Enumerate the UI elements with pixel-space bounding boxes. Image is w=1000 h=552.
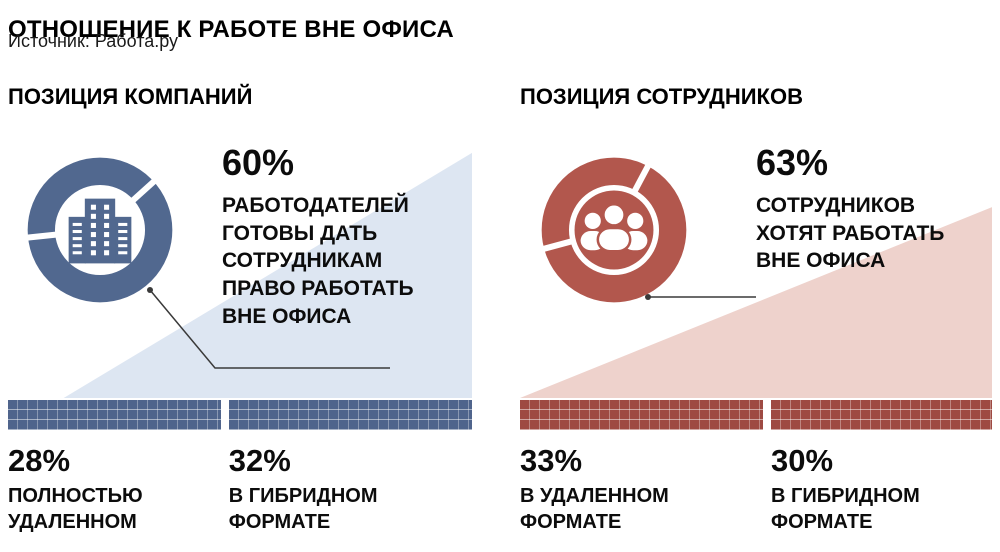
headline-text: РАБОТОДАТЕЛЕЙ ГОТОВЫ ДАТЬ СОТРУДНИКАМ ПР… (222, 194, 414, 328)
people-icon (580, 202, 648, 253)
bar-column-hybrid: 30% В ГИБРИДНОМ ФОРМАТЕ (771, 400, 992, 535)
panel-employees: ПОЗИЦИЯ СОТРУДНИКОВ (520, 78, 992, 552)
bar-label: В УДАЛЕННОМ ФОРМАТЕ (520, 485, 669, 533)
bar-remote (520, 400, 764, 430)
page-title: ОТНОШЕНИЕ К РАБОТЕ ВНЕ ОФИСА (8, 16, 454, 44)
bars-employees: 33% В УДАЛЕННОМ ФОРМАТЕ 30% В ГИБРИДНОМ … (520, 400, 992, 535)
headline-value: 63% (756, 142, 829, 183)
donut-chart-employees (537, 157, 687, 303)
bar-label: ПОЛНОСТЬЮ УДАЛЕННОМ (8, 485, 143, 533)
bar-column-fully-remote: 28% ПОЛНОСТЬЮ УДАЛЕННОМ (8, 400, 221, 535)
bar-hybrid (771, 400, 992, 430)
building-icon (68, 198, 132, 264)
callout-line (645, 294, 756, 300)
bar-value: 33% (520, 443, 583, 478)
bar-column-hybrid: 32% В ГИБРИДНОМ ФОРМАТЕ (228, 400, 472, 535)
callout-line (147, 287, 390, 369)
donut-segment-gaps (537, 159, 654, 254)
chart-area-companies: 60% РАБОТОДАТЕЛЕЙ ГОТОВЫ ДАТЬ СОТРУДНИКА… (8, 140, 472, 398)
bar-value: 28% (8, 443, 71, 478)
headline-employees: 63% СОТРУДНИКОВ ХОТЯТ РАБОТАТЬ ВНЕ ОФИСА (756, 142, 981, 275)
headline-companies: 60% РАБОТОДАТЕЛЕЙ ГОТОВЫ ДАТЬ СОТРУДНИКА… (222, 142, 454, 331)
bar-label: В ГИБРИДНОМ ФОРМАТЕ (771, 485, 920, 533)
panel-companies: ПОЗИЦИЯ КОМПАНИЙ (8, 78, 472, 552)
section-title-employees: ПОЗИЦИЯ СОТРУДНИКОВ (520, 84, 803, 109)
bar-value: 32% (228, 443, 291, 478)
bars-companies: 28% ПОЛНОСТЬЮ УДАЛЕННОМ 32% В ГИБРИДНОМ … (8, 400, 472, 535)
bar-label: В ГИБРИДНОМ ФОРМАТЕ (228, 485, 378, 533)
bar-column-remote: 33% В УДАЛЕННОМ ФОРМАТЕ (520, 400, 764, 535)
bar-fully-remote (8, 400, 221, 430)
headline-text: СОТРУДНИКОВ ХОТЯТ РАБОТАТЬ ВНЕ ОФИСА (756, 194, 945, 273)
bar-value: 30% (771, 443, 834, 478)
headline-value: 60% (222, 142, 295, 183)
bar-hybrid (228, 400, 472, 430)
section-title-companies: ПОЗИЦИЯ КОМПАНИЙ (8, 84, 253, 109)
source-note: Источник: Работа.ру (8, 31, 179, 51)
donut-chart-companies (22, 157, 173, 303)
chart-area-employees: 63% СОТРУДНИКОВ ХОТЯТ РАБОТАТЬ ВНЕ ОФИСА (520, 140, 992, 398)
donut-segment-gaps (22, 175, 160, 242)
